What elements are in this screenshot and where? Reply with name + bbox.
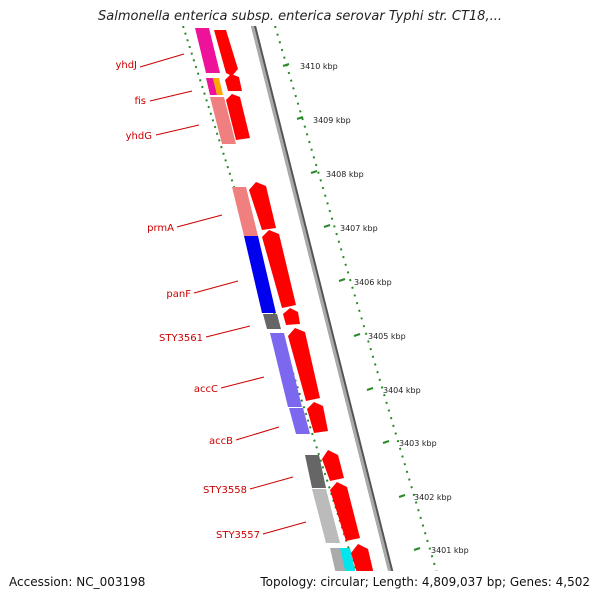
feature-yhdG — [210, 97, 236, 144]
cds-arrow — [214, 30, 238, 76]
kbp-tick — [296, 116, 304, 120]
accession-text: Accession: NC_003198 — [9, 575, 146, 589]
leader-line-accC — [220, 376, 265, 389]
kbp-label: 3406 kbp — [354, 278, 392, 287]
genome-summary-text: Topology: circular; Length: 4,809,037 bp… — [260, 575, 590, 589]
inner-feature-ring — [191, 0, 356, 571]
cds-arrow — [226, 94, 250, 140]
feature-fis-b — [213, 78, 223, 95]
kbp-label: 3401 kbp — [431, 546, 469, 555]
cds-arrow — [249, 182, 276, 230]
cds-arrow — [330, 482, 360, 541]
kbp-tick-marks — [282, 63, 421, 551]
gene-label-accC: accC — [194, 384, 218, 395]
gene-label-sty3561: STY3561 — [159, 333, 203, 344]
genome-backbone — [250, 26, 392, 571]
leader-line-sty3557 — [262, 521, 307, 535]
feature-sty3558 — [305, 455, 326, 488]
leader-line-sty3561 — [205, 325, 251, 338]
gene-label-fis: fis — [134, 96, 146, 107]
kbp-label: 3405 kbp — [368, 332, 406, 341]
kbp-tick — [282, 63, 290, 67]
feature-fis-a — [206, 78, 217, 95]
gene-label-prmA: prmA — [147, 223, 174, 234]
kbp-label: 3404 kbp — [383, 386, 421, 395]
leader-line-accB — [235, 426, 280, 441]
kbp-tick — [323, 224, 331, 228]
feature-prmA — [232, 187, 258, 236]
feature-sty3557 — [312, 489, 340, 543]
outer-dotted-guide — [274, 26, 438, 571]
gene-label-yhdJ: yhdJ — [115, 60, 137, 71]
cds-arrow — [322, 450, 344, 481]
cds-arrow — [307, 402, 328, 433]
kbp-tick — [366, 387, 374, 391]
gene-label-yhdG: yhdG — [126, 131, 152, 142]
leader-line-fis — [149, 90, 193, 102]
leader-line-panF — [193, 280, 239, 294]
gene-leader-lines — [139, 53, 307, 535]
kbp-label: 3408 kbp — [326, 170, 364, 179]
leader-line-sty3558 — [249, 476, 294, 490]
kbp-tick — [413, 547, 421, 551]
cds-arrow — [262, 230, 296, 308]
gene-label-sty3558: STY3558 — [203, 485, 247, 496]
feature-cyan — [340, 548, 356, 571]
feature-accC — [270, 333, 302, 407]
cds-arrow-ring — [214, 30, 412, 600]
feature-panF — [244, 236, 276, 313]
feature-green — [191, 0, 212, 5]
kbp-tick — [310, 170, 318, 174]
cds-arrow — [351, 544, 374, 571]
feature-sty3561 — [263, 314, 281, 329]
kbp-label: 3409 kbp — [313, 116, 351, 125]
feature-blue-tail — [396, 594, 412, 600]
kbp-tick — [353, 333, 361, 337]
feature-accB — [289, 408, 310, 434]
cds-arrow — [283, 308, 300, 325]
kbp-tick — [338, 278, 346, 282]
gene-label-accB: accB — [209, 436, 233, 447]
gene-label-sty3557: STY3557 — [216, 530, 260, 541]
kbp-label: 3403 kbp — [399, 439, 437, 448]
kbp-tick — [398, 494, 406, 498]
cds-arrow — [225, 74, 242, 91]
cds-arrow — [288, 328, 320, 401]
leader-line-yhdJ — [139, 53, 185, 68]
kbp-tick — [382, 440, 390, 444]
kbp-label: 3407 kbp — [340, 224, 378, 233]
kbp-label: 3402 kbp — [414, 493, 452, 502]
kbp-label: 3411 kbp — [287, 7, 325, 16]
gene-label-panF: panF — [166, 289, 191, 300]
feature-yhdJ — [195, 28, 220, 73]
leader-line-yhdG — [155, 124, 200, 136]
leader-line-prmA — [176, 214, 223, 228]
kbp-label: 3410 kbp — [300, 62, 338, 71]
map-title: Salmonella enterica subsp. enterica sero… — [98, 9, 502, 24]
